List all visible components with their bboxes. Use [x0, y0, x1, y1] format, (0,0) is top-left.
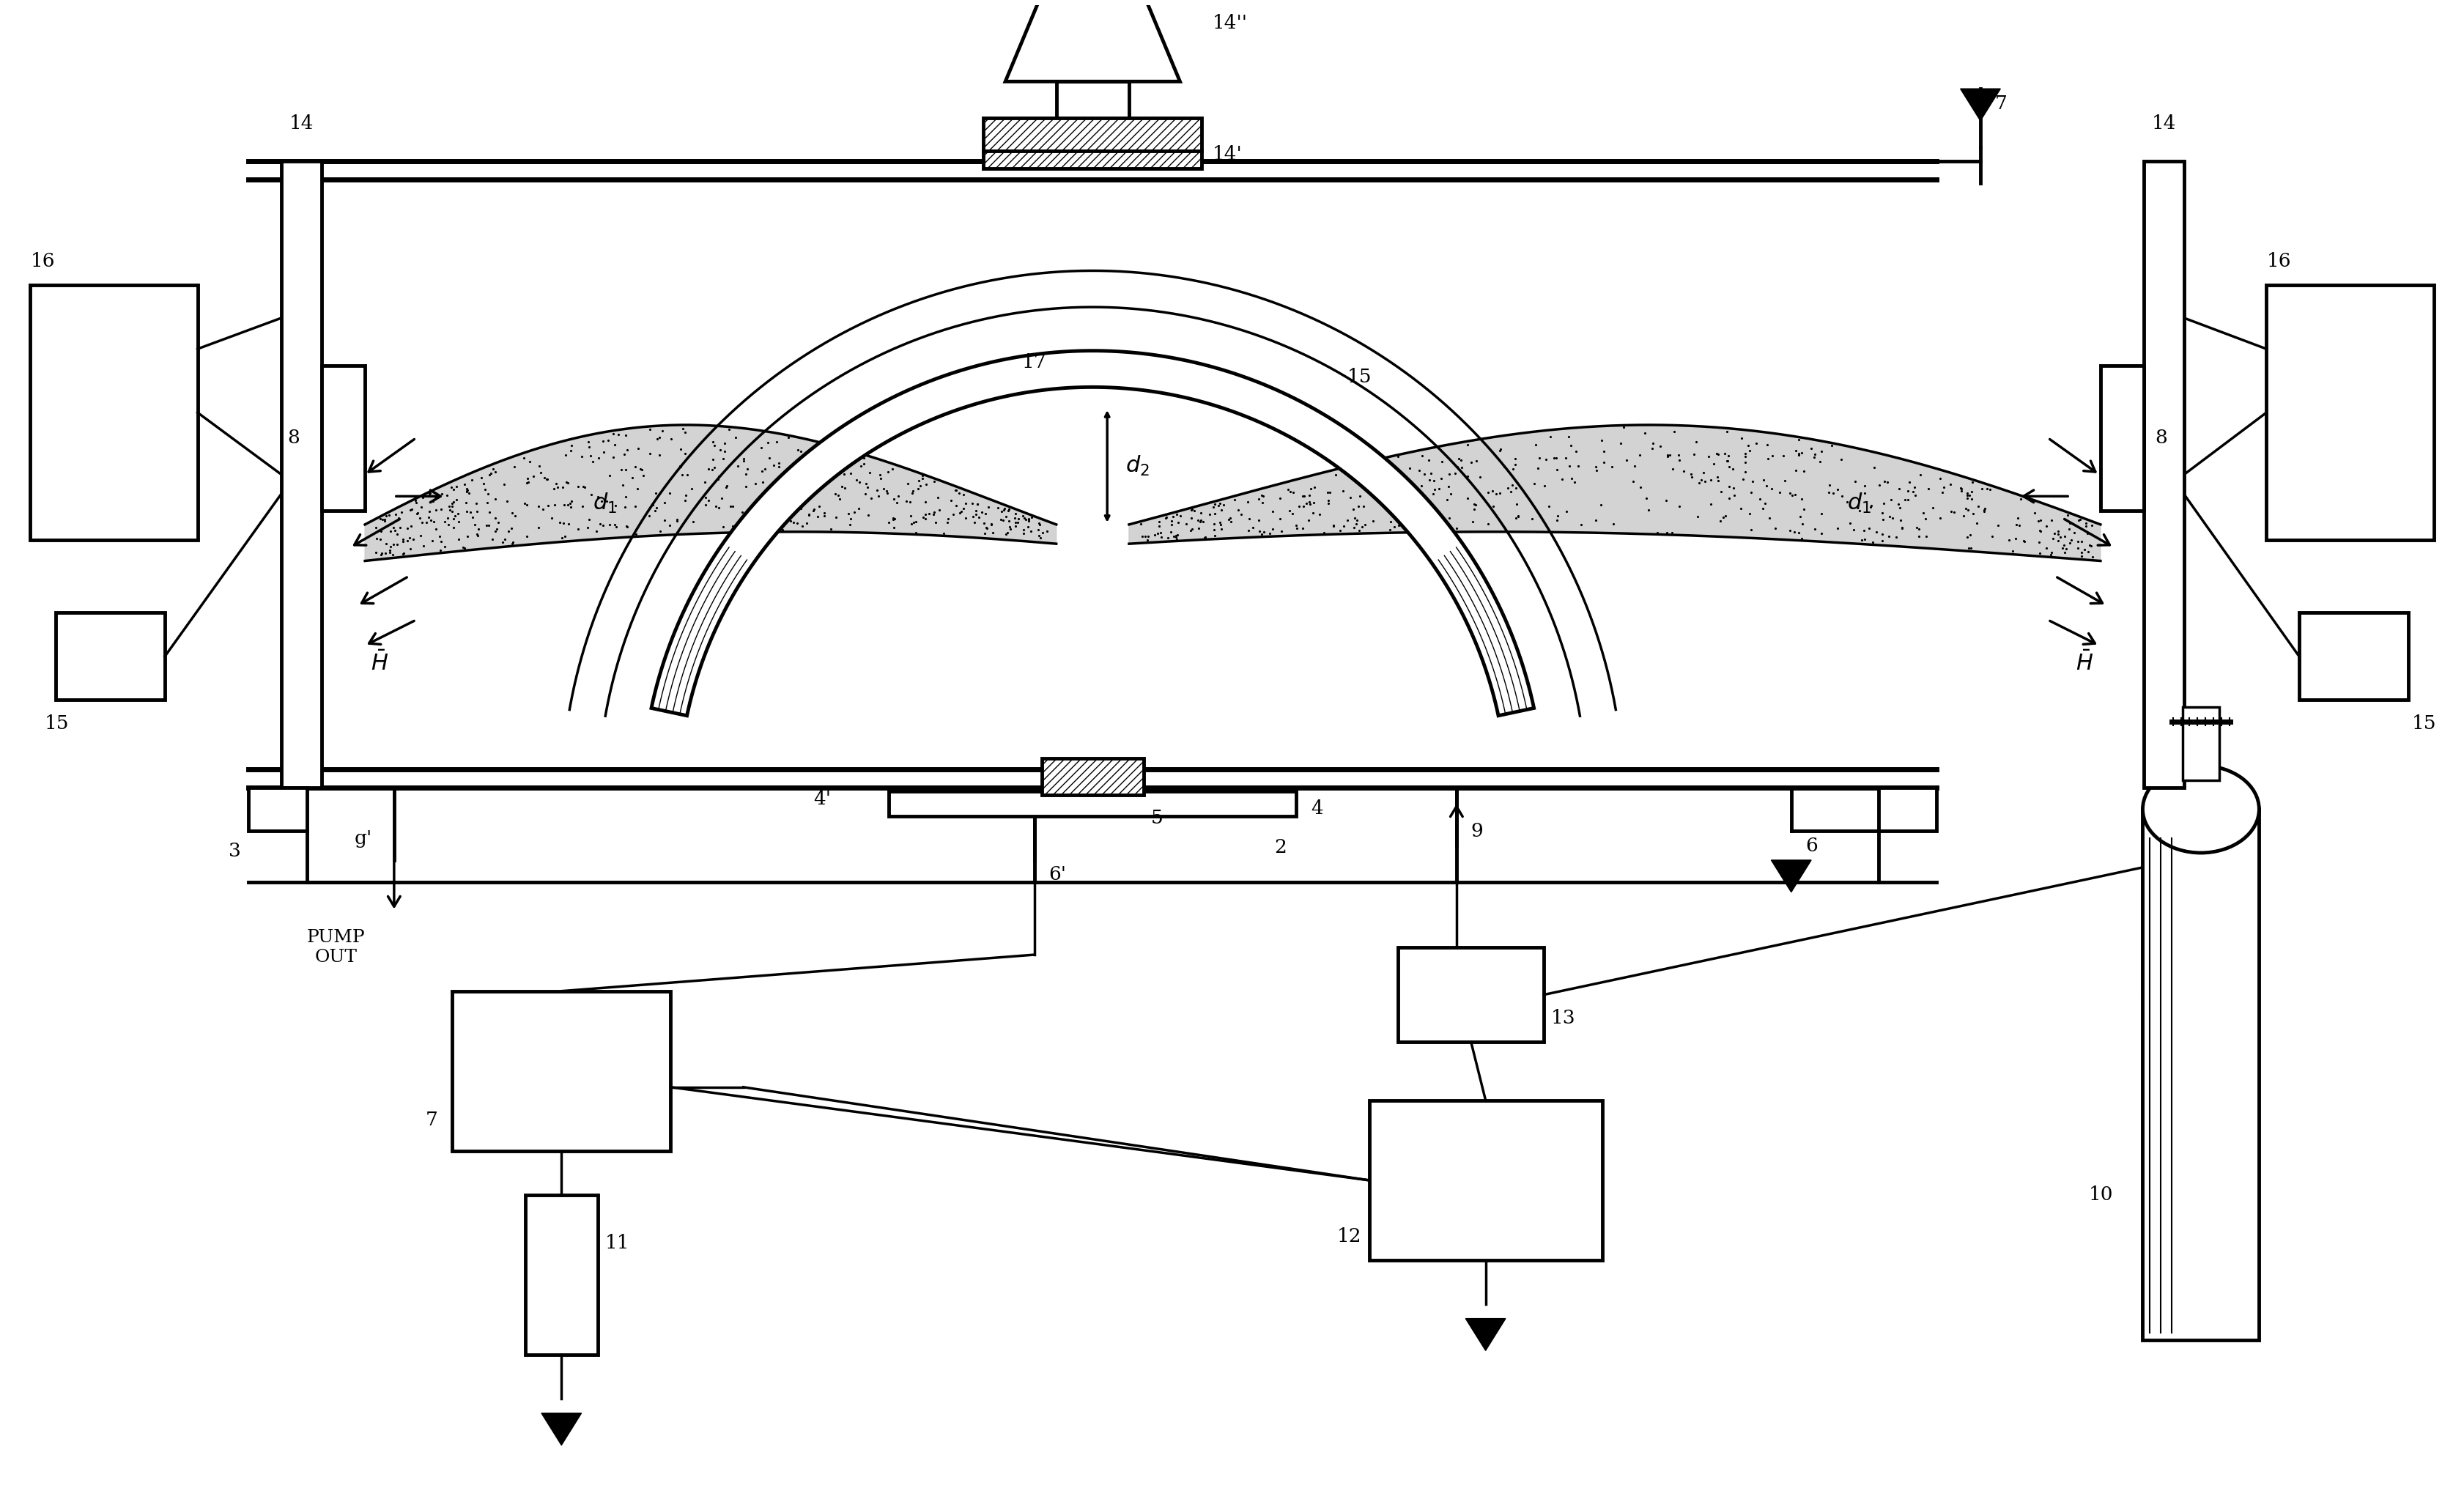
Text: $d_1$: $d_1$	[1848, 492, 1870, 516]
Text: 7: 7	[426, 1111, 439, 1129]
Text: $d_2$: $d_2$	[1126, 455, 1151, 479]
Bar	[30, 285, 197, 540]
Text: 3: 3	[229, 842, 241, 860]
Bar	[249, 787, 306, 830]
Bar	[2144, 810, 2259, 1340]
Text: 12: 12	[1338, 1227, 1363, 1246]
Text: 8: 8	[2156, 429, 2168, 447]
Bar	[453, 992, 670, 1151]
Polygon shape	[1129, 425, 2099, 561]
Text: PUMP
OUT: PUMP OUT	[306, 929, 365, 966]
Bar	[890, 792, 1296, 817]
Text: 14: 14	[288, 115, 313, 133]
Text: 14: 14	[2151, 115, 2176, 133]
Text: 13: 13	[1550, 1009, 1574, 1027]
Text: 15: 15	[2412, 714, 2437, 734]
Text: 16: 16	[30, 252, 54, 271]
Bar	[983, 151, 1202, 168]
Text: 5: 5	[1151, 810, 1163, 828]
Text: 8: 8	[288, 429, 301, 447]
Polygon shape	[1772, 860, 1811, 892]
Text: 15: 15	[44, 714, 69, 734]
Text: 15: 15	[1348, 368, 1372, 386]
Text: 14'': 14''	[1212, 13, 1247, 33]
Polygon shape	[650, 350, 1535, 716]
Bar	[2183, 707, 2220, 780]
Text: 4': 4'	[813, 789, 830, 808]
Bar	[1057, 82, 1129, 140]
Text: $d_1$: $d_1$	[594, 492, 616, 516]
Ellipse shape	[2144, 765, 2259, 853]
Bar	[1878, 787, 1937, 830]
Bar	[281, 161, 320, 787]
Polygon shape	[365, 425, 1057, 561]
Bar	[2144, 161, 2183, 787]
Text: 7: 7	[1996, 94, 2008, 112]
Bar	[1397, 947, 1545, 1042]
Bar	[983, 151, 1202, 168]
Text: 6: 6	[1806, 836, 1818, 854]
Polygon shape	[542, 1413, 582, 1445]
Bar	[57, 613, 165, 699]
Text: 17: 17	[1023, 353, 1047, 371]
Text: 11: 11	[606, 1233, 631, 1252]
Bar	[320, 365, 365, 511]
Polygon shape	[1466, 1318, 1506, 1351]
Bar	[1042, 759, 1143, 795]
Text: $\bar{H}$: $\bar{H}$	[2075, 652, 2094, 675]
Text: 16: 16	[2267, 252, 2292, 271]
Text: $\bar{H}$: $\bar{H}$	[370, 652, 389, 675]
Text: 9: 9	[1471, 822, 1483, 839]
Bar	[525, 1194, 599, 1355]
Text: g': g'	[355, 829, 372, 847]
Text: 2: 2	[1274, 838, 1286, 857]
Text: 14': 14'	[1212, 145, 1242, 164]
Text: 4: 4	[1311, 799, 1323, 819]
Bar	[983, 118, 1202, 151]
Polygon shape	[1961, 89, 2001, 121]
Bar	[2267, 285, 2434, 540]
Text: 10: 10	[2089, 1185, 2114, 1205]
Bar	[2099, 365, 2144, 511]
Bar	[2299, 613, 2407, 699]
Bar	[1370, 1100, 1602, 1260]
Polygon shape	[1005, 0, 1180, 82]
Text: 6': 6'	[1050, 865, 1067, 884]
Bar	[983, 118, 1202, 151]
